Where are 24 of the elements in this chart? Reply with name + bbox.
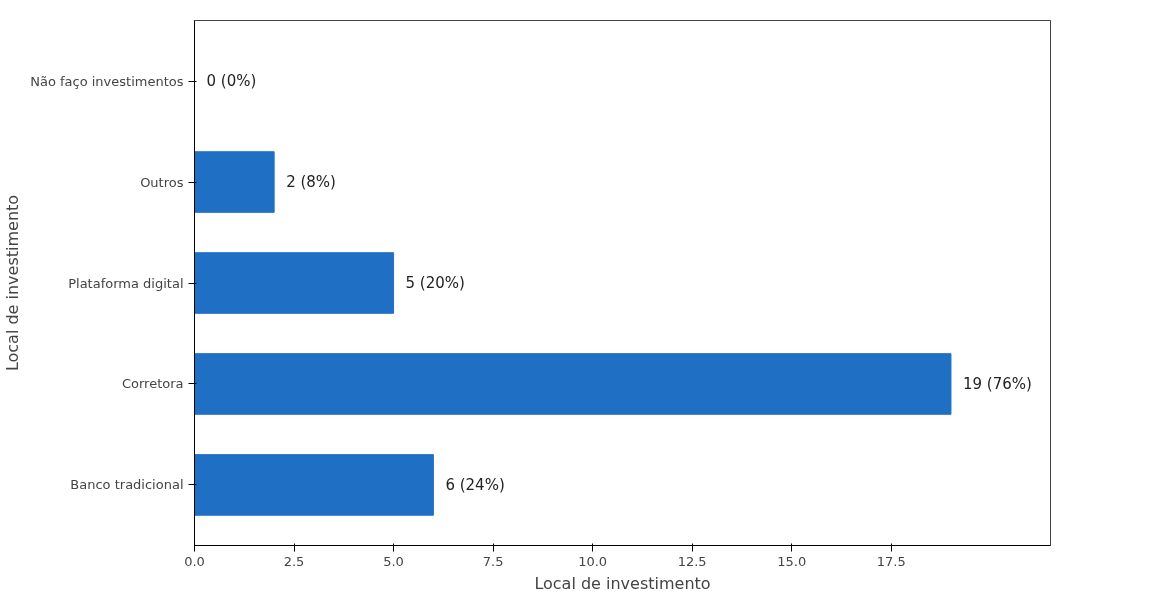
y-tick-label: Corretora [121,376,184,392]
x-tick-label: 2.5 [283,553,305,569]
data-label: 0 (0%) [206,72,257,91]
bar [194,151,275,213]
y-tick-label: Outros [140,174,184,190]
x-tick-label: 15.0 [777,553,807,569]
bar [194,454,434,516]
x-tick-label: 12.5 [677,553,707,569]
x-tick-label: 7.5 [482,553,504,569]
data-label: 2 (8%) [286,173,336,192]
data-label: 6 (24%) [445,475,505,494]
x-tick-label: 0.0 [184,553,205,569]
data-label: 5 (20%) [405,274,465,292]
data-label: 19 (76%) [962,374,1032,393]
x-axis-title: Local de investimento [534,573,711,593]
y-axis-title: Local de investimento [3,194,23,372]
bar [194,252,395,314]
bar [194,353,952,415]
y-tick-label: Banco tradicional [70,477,184,493]
x-tick-label: 10.0 [578,553,608,569]
y-tick-label: Não faço investimentos [30,73,184,89]
y-tick-label: Plataforma digital [68,275,184,291]
x-tick-label: 5.0 [383,553,404,569]
x-tick-label: 17.5 [876,553,906,569]
